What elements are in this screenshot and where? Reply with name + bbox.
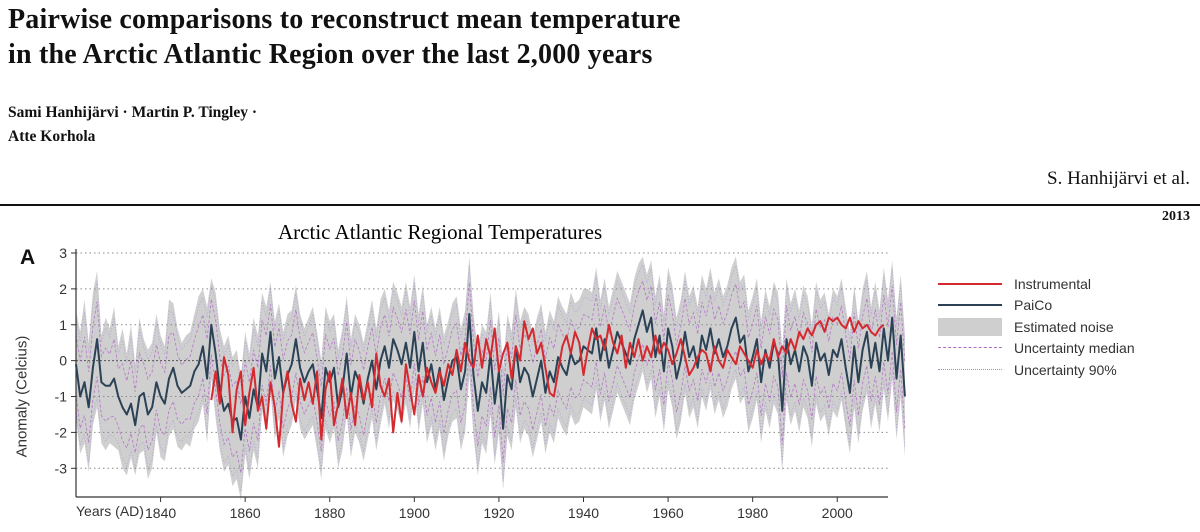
running-head: S. Hanhijärvi et al. <box>1047 168 1190 189</box>
legend-label-uncertainty-90: Uncertainty 90% <box>1014 361 1117 378</box>
legend-swatch-uncertainty-median <box>938 339 1002 357</box>
legend-item-estimated-noise: Estimated noise <box>938 316 1135 338</box>
paper-title-line-1: Pairwise comparisons to reconstruct mean… <box>8 4 681 35</box>
x-axis-label: Years (AD) <box>76 503 144 519</box>
x-tick-label-1920: 1920 <box>483 505 514 521</box>
estimated-noise-band <box>76 256 905 501</box>
paper-title: Pairwise comparisons to reconstruct mean… <box>8 2 681 72</box>
y-tick-label-3: 3 <box>59 245 67 261</box>
x-tick-label-1980: 1980 <box>737 505 768 521</box>
legend-label-estimated-noise: Estimated noise <box>1014 318 1114 335</box>
y-tick-label-1: 1 <box>59 317 67 333</box>
publication-year: 2013 <box>1162 209 1190 224</box>
legend-item-uncertainty-90: Uncertainty 90% <box>938 359 1135 381</box>
x-tick-label-1900: 1900 <box>399 505 430 521</box>
x-tick-label-1860: 1860 <box>230 505 261 521</box>
y-tick-label--2: -2 <box>55 424 68 440</box>
legend-swatch-paico <box>938 296 1002 314</box>
uncertainty-median-upper-line <box>75 279 906 405</box>
header-rule <box>0 204 1200 206</box>
legend-label-instrumental: Instrumental <box>1014 275 1092 292</box>
x-tick-label-1940: 1940 <box>568 505 599 521</box>
instrumental-series-line <box>210 316 885 448</box>
y-tick-label-0: 0 <box>59 353 67 369</box>
legend-swatch-instrumental <box>938 275 1002 293</box>
y-tick-label-2: 2 <box>59 281 67 297</box>
x-tick-label-1880: 1880 <box>314 505 345 521</box>
uncertainty-median-lower-line <box>75 343 906 474</box>
x-tick-label-1960: 1960 <box>653 505 684 521</box>
legend-label-paico: PaiCo <box>1014 297 1053 314</box>
authors-line-2: Atte Korhola <box>8 128 96 145</box>
legend-swatch-estimated-noise <box>938 317 1002 336</box>
chart-title: Arctic Atlantic Regional Temperatures <box>278 220 603 244</box>
panel-letter: A <box>20 246 36 269</box>
uncertainty-90-lower-line <box>75 362 906 492</box>
x-tick-label-1840: 1840 <box>145 505 176 521</box>
uncertainty-90-upper-line <box>75 263 906 385</box>
paper-title-line-2: in the Arctic Atlantic Region over the l… <box>8 39 653 70</box>
legend-swatch-uncertainty-90 <box>938 361 1002 379</box>
legend-item-instrumental: Instrumental <box>938 273 1135 295</box>
authors-line-1: Sami Hanhijärvi · Martin P. Tingley · <box>8 104 258 121</box>
legend-label-uncertainty-median: Uncertainty median <box>1014 340 1135 357</box>
chart-legend: Instrumental PaiCo Estimated noise Uncer… <box>938 273 1135 381</box>
y-tick-label--3: -3 <box>55 460 68 476</box>
y-tick-label--1: -1 <box>55 389 68 405</box>
author-list: Sami Hanhijärvi · Martin P. Tingley · At… <box>8 101 257 149</box>
legend-item-paico: PaiCo <box>938 295 1135 317</box>
x-tick-label-2000: 2000 <box>822 505 853 521</box>
legend-item-uncertainty-median: Uncertainty median <box>938 338 1135 360</box>
